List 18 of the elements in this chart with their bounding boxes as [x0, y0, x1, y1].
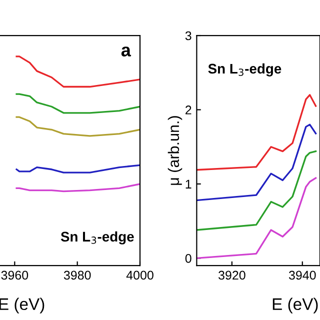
y-tick-label: 1	[186, 180, 192, 188]
y-tick-label: 3	[185, 31, 192, 40]
y-axis-title: μ (arb.un.)	[168, 116, 182, 185]
x-tick-label: 3940	[288, 270, 316, 280]
annotation: a	[121, 46, 132, 56]
x-tick-label: 3980	[64, 270, 91, 280]
y-tick-label: 2	[186, 106, 192, 114]
x-tick-label: 4000	[126, 270, 154, 280]
x-tick-label: 3920	[218, 270, 246, 280]
line-series	[196, 94, 317, 171]
y-tick-label: 0	[185, 254, 192, 263]
line-series	[196, 124, 317, 202]
annotation: Sn L$_{3}$-edge	[60, 231, 134, 244]
x-tick-label: 3960	[1, 270, 28, 280]
line-series	[196, 150, 317, 231]
x-axis-title: E (eV)	[272, 298, 318, 314]
annotation: Sn L$_{3}$-edge	[208, 63, 282, 76]
line-series	[196, 177, 317, 260]
